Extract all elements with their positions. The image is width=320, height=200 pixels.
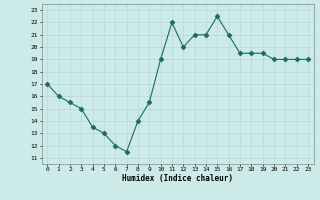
- X-axis label: Humidex (Indice chaleur): Humidex (Indice chaleur): [122, 174, 233, 183]
